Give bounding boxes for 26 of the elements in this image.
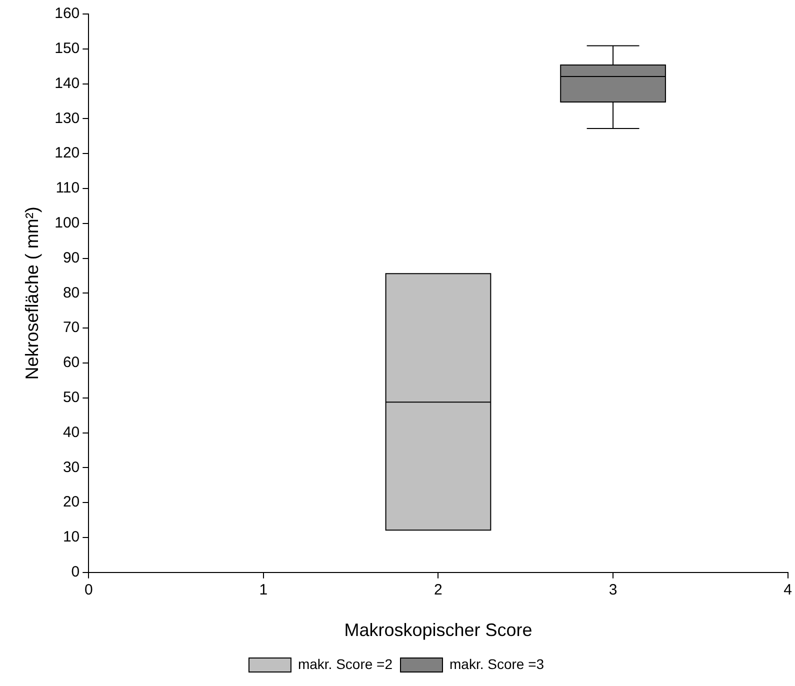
y-tick-label: 10 <box>62 528 80 546</box>
x-tick-label: 3 <box>608 582 618 599</box>
y-tick-label: 110 <box>56 180 80 197</box>
y-tick-label: 140 <box>54 74 80 92</box>
y-tick-label: 60 <box>62 354 80 372</box>
y-axis-title: Nekrosefläche ( mm²) <box>22 206 42 380</box>
x-tick-label: 1 <box>259 582 268 599</box>
y-tick-label: 30 <box>62 458 80 476</box>
legend-label: makr. Score =3 <box>450 656 544 672</box>
y-tick-label: 80 <box>62 284 80 302</box>
legend-label: makr. Score =2 <box>298 656 393 672</box>
y-tick-label: 100 <box>54 214 80 232</box>
y-tick-label: 90 <box>62 249 80 266</box>
y-tick-label: 20 <box>62 494 80 511</box>
y-tick-label: 40 <box>62 424 80 441</box>
y-tick-label: 0 <box>71 564 80 581</box>
x-tick-label: 4 <box>784 582 792 599</box>
y-tick-label: 70 <box>62 319 80 336</box>
x-axis-title: Makroskopischer Score <box>344 620 532 640</box>
y-tick-label: 150 <box>54 40 80 58</box>
y-tick-label: 120 <box>54 144 80 162</box>
y-tick-label: 160 <box>54 5 80 22</box>
y-tick-label: 130 <box>54 110 80 127</box>
x-tick-label: 2 <box>434 582 442 599</box>
y-tick-label: 50 <box>62 389 80 406</box>
x-tick-label: 0 <box>84 582 93 599</box>
